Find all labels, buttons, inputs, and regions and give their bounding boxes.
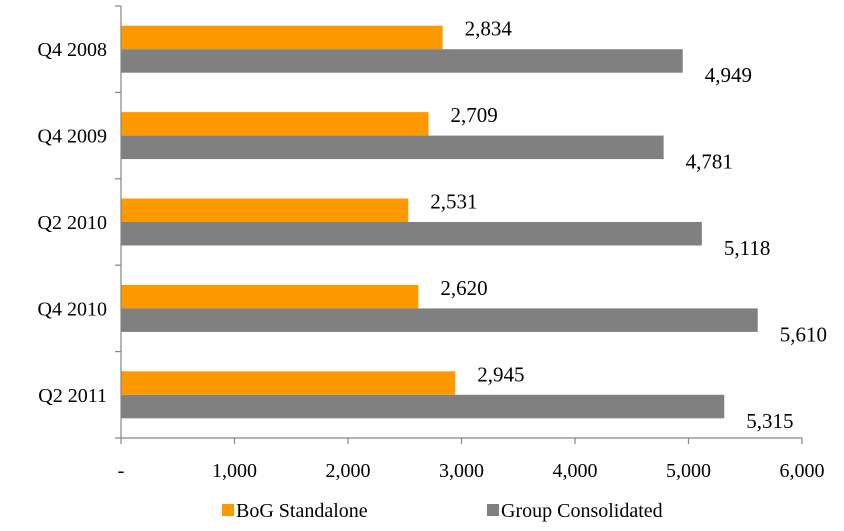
x-tick-label: 6,000 — [780, 460, 825, 482]
data-label-group-consolidated-q4-2009: 4,781 — [686, 150, 733, 174]
legend-swatch-bog-standalone — [222, 504, 234, 516]
bar-bog-standalone-q4-2010 — [121, 284, 419, 309]
data-label-bog-standalone-q4-2008: 2,834 — [465, 17, 513, 41]
legend: BoG Standalone Group Consolidated — [222, 500, 663, 522]
category-label: Q4 2010 — [38, 298, 107, 320]
axes: Q4 2008 Q4 2009 Q2 2010 Q4 2010 Q2 2011 - 1,00… — [38, 5, 825, 482]
data-label-group-consolidated-q2-2011: 5,315 — [746, 409, 793, 433]
bar-group-consolidated-q4-2010 — [121, 308, 758, 332]
legend-label-bog-standalone: BoG Standalone — [236, 500, 368, 522]
bar-group-consolidated-q2-2010 — [121, 222, 702, 246]
data-label-bog-standalone-q4-2009: 2,709 — [450, 103, 497, 127]
bars-layer — [121, 25, 758, 419]
bar-bog-standalone-q4-2009 — [121, 112, 429, 136]
data-label-bog-standalone-q4-2010: 2,620 — [440, 276, 487, 300]
x-tick-label: 4,000 — [553, 460, 598, 482]
x-tick-label: 5,000 — [666, 460, 711, 482]
bar-group-consolidated-q4-2008 — [121, 49, 683, 73]
data-label-group-consolidated-q2-2010: 5,118 — [724, 236, 770, 260]
category-label: Q2 2011 — [38, 385, 107, 407]
data-labels-layer: 2,834 4,949 2,709 4,781 2,531 5,118 2,620 5,610… — [430, 17, 827, 433]
bar-group-consolidated-q4-2009 — [121, 135, 664, 160]
x-tick-label: 2,000 — [326, 460, 371, 482]
legend-label-group-consolidated: Group Consolidated — [501, 500, 663, 522]
x-tick-label: 1,000 — [212, 460, 257, 482]
bar-bog-standalone-q2-2011 — [121, 371, 456, 395]
data-label-bog-standalone-q2-2011: 2,945 — [477, 362, 524, 386]
x-tick-label: - — [118, 460, 125, 482]
bar-bog-standalone-q4-2008 — [121, 25, 443, 50]
bar-group-consolidated-q2-2011 — [121, 394, 725, 419]
category-label: Q4 2009 — [38, 126, 107, 148]
category-label: Q4 2008 — [38, 39, 107, 61]
data-label-group-consolidated-q4-2010: 5,610 — [780, 322, 827, 346]
data-label-bog-standalone-q2-2010: 2,531 — [430, 190, 477, 214]
data-label-group-consolidated-q4-2008: 4,949 — [705, 63, 752, 87]
bar-bog-standalone-q2-2010 — [121, 198, 409, 222]
legend-swatch-group-consolidated — [487, 504, 499, 516]
x-tick-label: 3,000 — [439, 460, 484, 482]
category-label: Q2 2010 — [38, 212, 107, 234]
